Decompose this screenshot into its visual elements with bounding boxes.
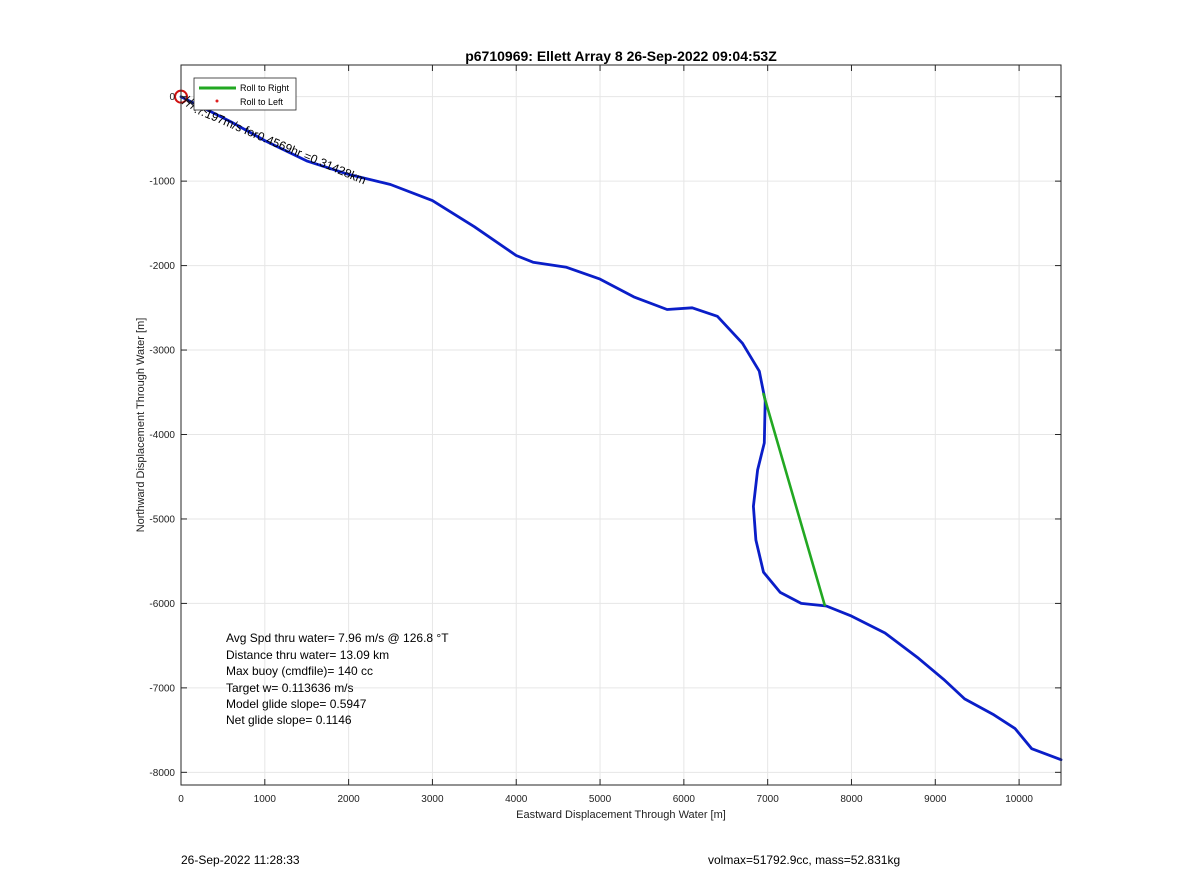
x-tick-label: 0 [178,794,184,805]
x-tick-label: 10000 [1005,794,1033,805]
footer-summary: volmax=51792.9cc, mass=52.831kg [708,853,901,867]
legend-label-roll-right: Roll to Right [240,83,290,93]
x-tick-label: 5000 [589,794,612,805]
x-tick-label: 3000 [421,794,444,805]
stat-max-buoy: Max buoy (cmdfile)= 140 cc [226,664,373,678]
stats-annotations: Avg Spd thru water= 7.96 m/s @ 126.8 °T … [226,631,449,727]
roll-right-line [762,392,826,607]
y-tick-label: -6000 [149,599,175,610]
grid-lines [180,65,1061,785]
y-tick-label: -3000 [149,346,175,357]
chart-title: p6710969: Ellett Array 8 26-Sep-2022 09:… [465,48,777,64]
surface-fix-marker [185,98,195,107]
legend-swatch-roll-left [215,99,219,103]
stat-avg-speed: Avg Spd thru water= 7.96 m/s @ 126.8 °T [226,631,449,645]
y-tick-label: -7000 [149,683,175,694]
legend-label-roll-left: Roll to Left [240,97,284,107]
y-tick-label: -5000 [149,514,175,525]
stat-model-glide: Model glide slope= 0.5947 [226,697,367,711]
axis-ticks: 0 1000 2000 3000 4000 5000 6000 7000 8000 9000 100… [149,65,1061,805]
y-tick-label: -1000 [149,177,175,188]
x-tick-label: 7000 [757,794,780,805]
y-tick-label: 0 [169,92,175,103]
y-tick-label: -4000 [149,430,175,441]
x-tick-label: 8000 [840,794,863,805]
plot-area-border [180,64,1062,786]
stat-distance: Distance thru water= 13.09 km [226,648,389,662]
series-layer [179,95,1063,762]
x-axis-label: Eastward Displacement Through Water [m] [516,809,726,821]
legend: Roll to Right Roll to Left [193,77,297,111]
stat-target-w: Target w= 0.113636 m/s [226,681,354,695]
y-axis-label: Northward Displacement Through Water [m] [135,318,147,533]
stat-net-glide: Net glide slope= 0.1146 [226,713,352,727]
x-tick-label: 2000 [337,794,360,805]
footer-timestamp: 26-Sep-2022 11:28:33 [181,853,300,867]
y-tick-label: -8000 [149,768,175,779]
x-tick-label: 6000 [673,794,696,805]
legend-box [193,77,297,111]
x-tick-label: 1000 [254,794,277,805]
track-line [179,95,1063,762]
x-tick-label: 4000 [505,794,528,805]
surface-fix-marker [181,95,191,105]
x-tick-label: 9000 [924,794,947,805]
y-tick-label: -2000 [149,261,175,272]
